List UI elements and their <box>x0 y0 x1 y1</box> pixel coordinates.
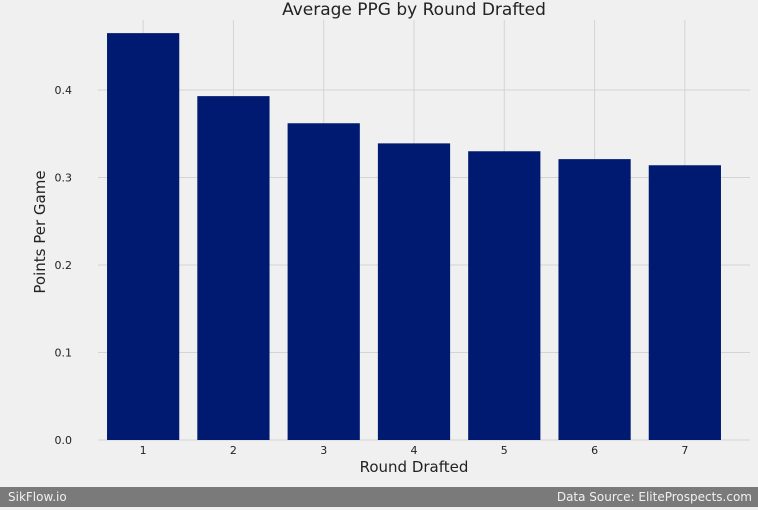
bar-round-3 <box>287 123 360 440</box>
bar-round-1 <box>107 33 180 440</box>
bar-round-2 <box>197 96 270 440</box>
x-tick-label: 6 <box>591 444 598 457</box>
x-tick-label: 1 <box>140 444 147 457</box>
chart-title: Average PPG by Round Drafted <box>282 0 546 20</box>
footer-bar: SikFlow.io Data Source: EliteProspects.c… <box>0 487 758 507</box>
bar-chart: 0.0 0.1 0.2 0.3 0.4 1 2 3 4 5 6 7 Average PPG by Ro… <box>31 0 750 476</box>
x-tick-label: 2 <box>230 444 237 457</box>
y-axis-label: Points Per Game <box>31 170 49 293</box>
bar-round-4 <box>377 143 451 440</box>
x-tick-label: 5 <box>501 444 508 457</box>
y-tick-label: 0.3 <box>55 172 73 185</box>
x-tick-label: 7 <box>681 444 688 457</box>
y-tick-label: 0.1 <box>55 347 73 360</box>
bars <box>107 33 721 440</box>
y-tick-label: 0.0 <box>55 434 73 447</box>
footer-credit: SikFlow.io <box>8 490 67 504</box>
y-tick-label: 0.2 <box>55 259 73 272</box>
y-tick-label: 0.4 <box>55 84 73 97</box>
x-axis-label: Round Drafted <box>360 458 469 476</box>
footer-data-source: Data Source: EliteProspects.com <box>556 490 752 504</box>
bar-round-5 <box>468 151 541 440</box>
bar-round-7 <box>648 165 721 440</box>
x-tick-label: 4 <box>411 444 418 457</box>
x-tick-label: 3 <box>320 444 327 457</box>
bar-round-6 <box>558 159 631 440</box>
tick-labels: 0.0 0.1 0.2 0.3 0.4 1 2 3 4 5 6 7 <box>55 84 689 457</box>
